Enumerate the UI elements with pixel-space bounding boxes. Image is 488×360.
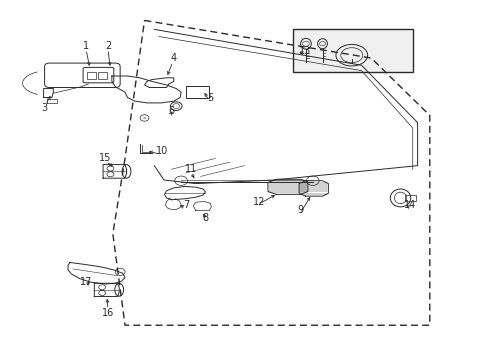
Bar xyxy=(185,86,209,98)
Text: 7: 7 xyxy=(183,200,189,210)
Text: 13: 13 xyxy=(299,46,311,56)
Text: 4: 4 xyxy=(170,53,177,63)
Text: 12: 12 xyxy=(252,197,265,207)
Text: 15: 15 xyxy=(99,153,111,163)
Text: 9: 9 xyxy=(297,206,303,216)
Text: 17: 17 xyxy=(80,277,92,287)
Text: 16: 16 xyxy=(102,308,114,318)
Bar xyxy=(98,72,107,79)
Text: 6: 6 xyxy=(168,106,174,116)
Text: 3: 3 xyxy=(41,103,47,113)
Bar xyxy=(293,30,412,72)
Text: 5: 5 xyxy=(207,93,213,103)
Text: 8: 8 xyxy=(202,213,208,222)
Bar xyxy=(87,72,96,79)
Text: 11: 11 xyxy=(184,164,197,174)
Text: 10: 10 xyxy=(155,146,167,156)
Text: 14: 14 xyxy=(404,200,416,210)
Text: 2: 2 xyxy=(104,41,111,50)
Bar xyxy=(405,195,415,201)
Text: 1: 1 xyxy=(83,41,89,50)
